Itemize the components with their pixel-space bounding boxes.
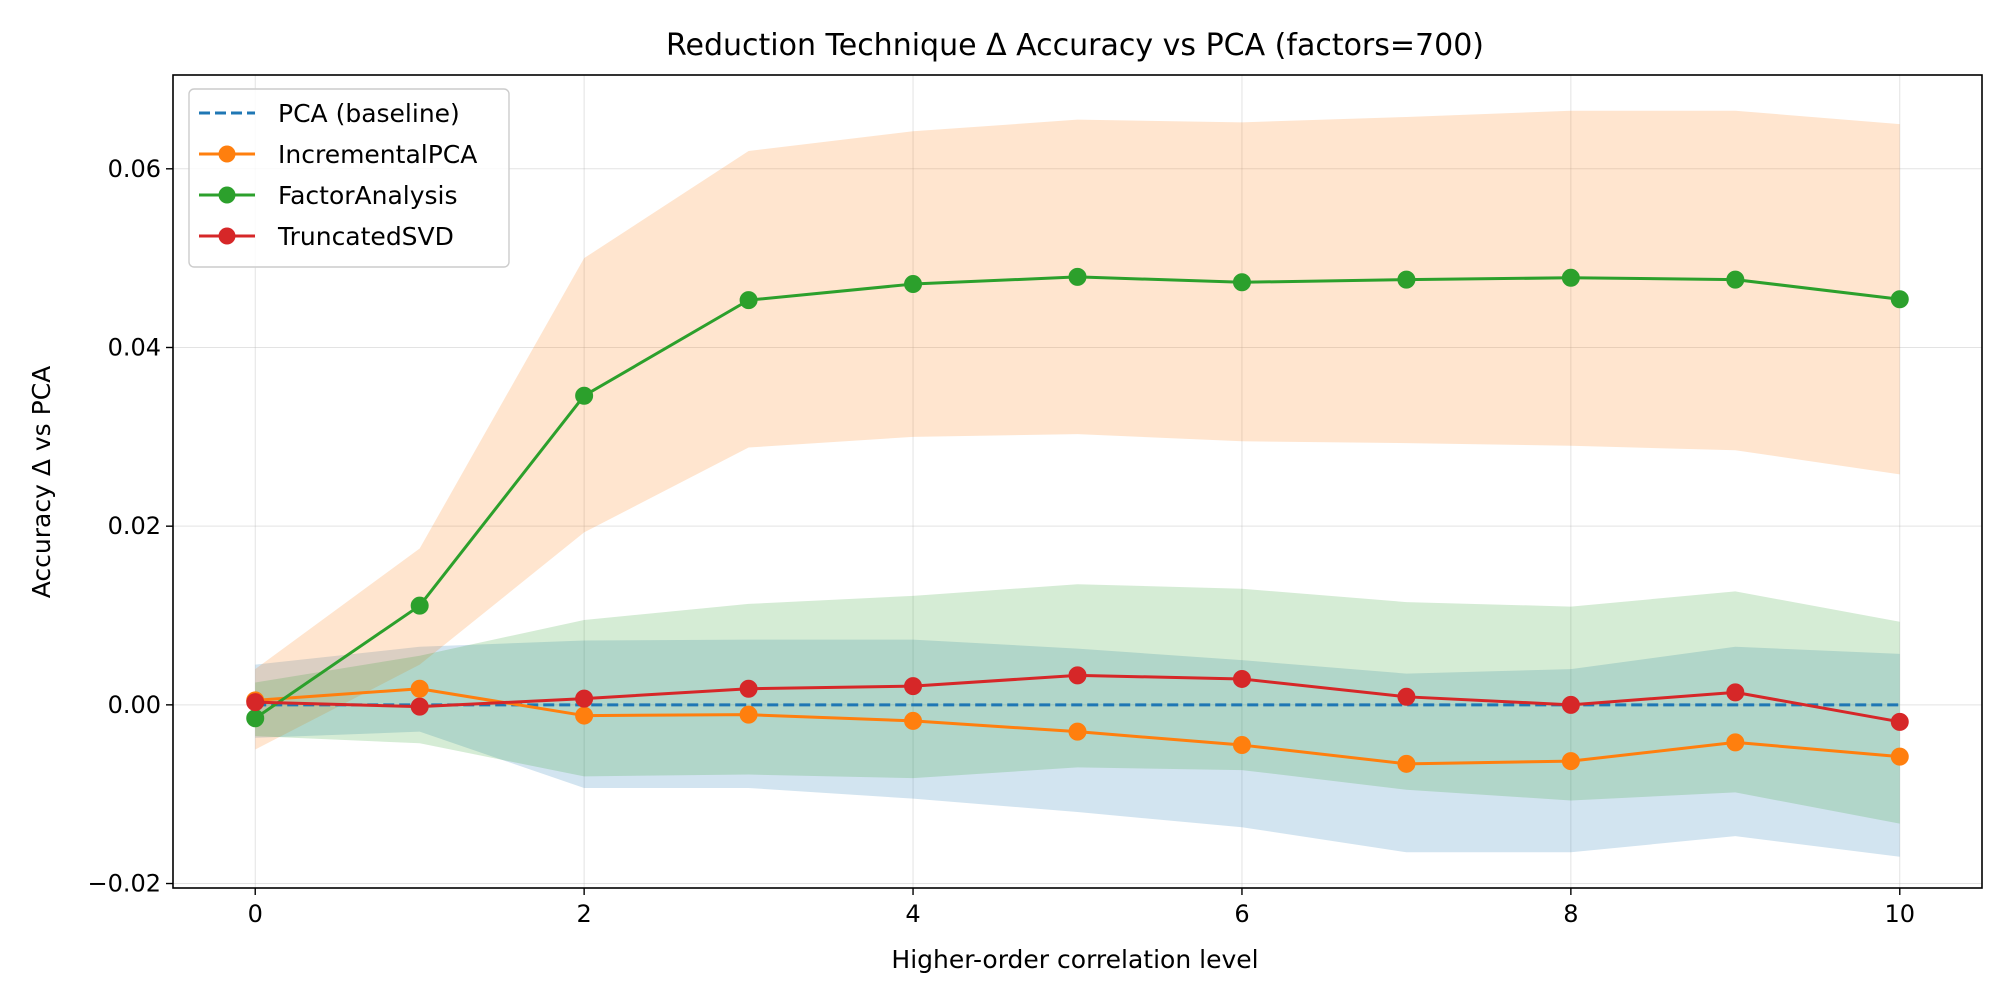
data-point — [904, 275, 923, 294]
chart-title: Reduction Technique Δ Accuracy vs PCA (f… — [666, 28, 1484, 63]
legend-label: FactorAnalysis — [278, 181, 458, 210]
legend: PCA (baseline) IncrementalPCA FactorAnalys… — [188, 88, 510, 268]
x-tick-label: 2 — [576, 900, 591, 928]
data-point — [410, 697, 429, 716]
data-point — [1726, 270, 1745, 289]
x-tick-label: 8 — [1563, 900, 1578, 928]
data-point — [1890, 712, 1909, 731]
x-axis-label: Higher-order correlation level — [891, 945, 1258, 974]
data-point — [1397, 270, 1416, 289]
data-point — [410, 596, 429, 615]
y-tick-label: 0.00 — [108, 691, 161, 719]
data-point — [1890, 290, 1909, 309]
data-point — [1397, 754, 1416, 773]
x-tick-label: 0 — [248, 900, 263, 928]
data-point — [1068, 666, 1087, 685]
confidence-band — [255, 110, 1900, 750]
plot-area-frame — [172, 74, 1983, 889]
data-point — [1397, 687, 1416, 706]
data-point — [1068, 722, 1087, 741]
data-point — [904, 711, 923, 730]
data-point — [1232, 273, 1251, 292]
data-point — [1068, 267, 1087, 286]
data-point — [1561, 752, 1580, 771]
data-point — [575, 689, 594, 708]
data-point — [1726, 683, 1745, 702]
y-tick-label: 0.02 — [108, 512, 161, 540]
axis-ticks: 0 2 4 6 8 10 −0.02 0.00 0.02 0.04 0.06 — [87, 155, 1915, 928]
y-axis-label: Accuracy Δ vs PCA — [27, 366, 56, 599]
y-tick-label: 0.04 — [108, 333, 161, 361]
data-point — [739, 679, 758, 698]
data-point — [246, 709, 265, 728]
legend-marker-swatch — [218, 145, 236, 163]
data-point — [739, 291, 758, 310]
data-point — [410, 679, 429, 698]
legend-label: TruncatedSVD — [277, 222, 454, 251]
x-tick-label: 10 — [1884, 900, 1915, 928]
legend-box — [188, 88, 510, 268]
data-point — [1561, 268, 1580, 287]
data-point — [904, 677, 923, 696]
x-tick-label: 4 — [905, 900, 920, 928]
data-point — [1561, 695, 1580, 714]
data-point — [246, 693, 265, 712]
x-tick-label: 6 — [1234, 900, 1249, 928]
legend-marker-swatch — [218, 227, 236, 245]
data-point — [1232, 669, 1251, 688]
y-tick-label: −0.02 — [87, 870, 161, 898]
series-lines — [246, 267, 1909, 773]
legend-label: PCA (baseline) — [278, 99, 460, 128]
data-point — [739, 705, 758, 724]
data-point — [575, 706, 594, 725]
y-tick-label: 0.06 — [108, 155, 161, 183]
data-point — [1890, 747, 1909, 766]
data-point — [1232, 736, 1251, 755]
legend-marker-swatch — [218, 186, 236, 204]
data-point — [575, 386, 594, 405]
legend-label: IncrementalPCA — [278, 140, 477, 169]
data-point — [1726, 733, 1745, 752]
